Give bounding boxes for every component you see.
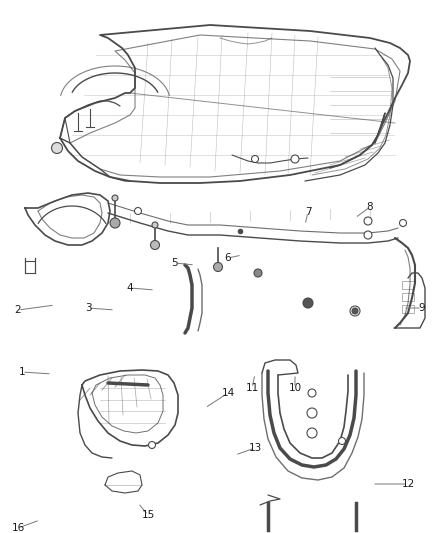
Circle shape	[307, 428, 317, 438]
Circle shape	[52, 142, 63, 154]
Bar	[402, 281, 414, 289]
Text: 5: 5	[172, 258, 178, 268]
Circle shape	[151, 240, 159, 249]
Circle shape	[251, 156, 258, 163]
Bar	[402, 293, 414, 301]
Text: 15: 15	[141, 510, 155, 520]
Text: 11: 11	[245, 383, 258, 393]
Text: 4: 4	[127, 283, 133, 293]
Circle shape	[399, 220, 406, 227]
Circle shape	[213, 262, 223, 271]
Text: 10: 10	[289, 383, 301, 393]
Text: 8: 8	[367, 202, 373, 212]
Text: 9: 9	[419, 303, 425, 313]
Circle shape	[152, 222, 158, 228]
Text: 6: 6	[225, 253, 231, 263]
Circle shape	[352, 308, 358, 314]
Bar	[402, 305, 414, 313]
Circle shape	[350, 306, 360, 316]
Circle shape	[254, 269, 262, 277]
Text: 12: 12	[401, 479, 415, 489]
Circle shape	[303, 298, 313, 308]
Circle shape	[110, 218, 120, 228]
Circle shape	[308, 389, 316, 397]
Text: 2: 2	[15, 305, 21, 315]
Text: 16: 16	[11, 523, 25, 533]
Circle shape	[291, 155, 299, 163]
Circle shape	[364, 231, 372, 239]
Text: 14: 14	[221, 388, 235, 398]
Circle shape	[134, 207, 141, 214]
Circle shape	[339, 438, 346, 445]
Circle shape	[364, 217, 372, 225]
Text: 7: 7	[305, 207, 311, 217]
Text: 13: 13	[248, 443, 261, 453]
Text: 3: 3	[85, 303, 91, 313]
Text: 1: 1	[19, 367, 25, 377]
Circle shape	[148, 441, 155, 448]
Circle shape	[307, 408, 317, 418]
Circle shape	[112, 195, 118, 201]
